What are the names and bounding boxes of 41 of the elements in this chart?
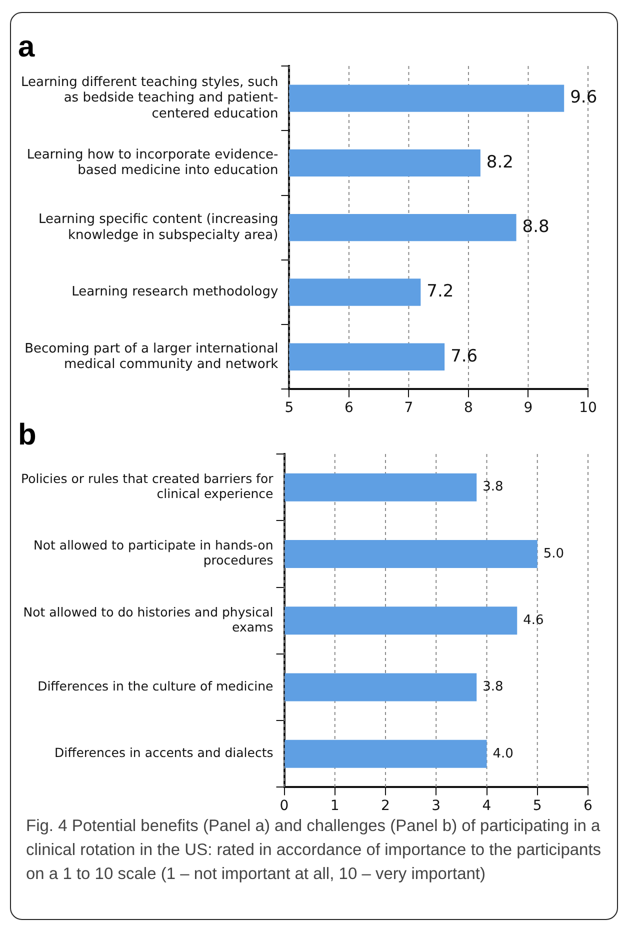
y-tick-label: Not allowed to participate in hands-on procedures	[34, 538, 274, 568]
text: b	[18, 418, 36, 452]
y-tick-label: Differences in accents and dialects	[54, 745, 274, 760]
data-label: 7.6	[450, 346, 478, 366]
y-tick-label: Learning how to incorporate evidence-based medicine into education	[26, 148, 279, 178]
data-label: 4.6	[523, 612, 544, 628]
data-label: 3.8	[482, 680, 504, 695]
y-tick-label: Not allowed to do histories and physical exams	[23, 604, 274, 634]
data-label: 8.8	[522, 217, 550, 238]
x-tick-label: 4	[482, 798, 492, 814]
y-tick-label: Differences in the culture of medicine	[38, 678, 274, 694]
bar	[284, 673, 477, 702]
x-tick-label: 0	[280, 798, 289, 814]
y-tick-label: Learning research methodology	[72, 284, 278, 300]
bar	[284, 473, 477, 502]
bar	[284, 606, 518, 635]
y-tick-label: Policies or rules that created barriers for clinical experience	[20, 471, 274, 502]
data-label: 8.2	[486, 152, 514, 172]
x-tick-label: 10	[579, 400, 597, 416]
x-tick-label: 8	[464, 400, 473, 416]
data-label: 4.0	[492, 746, 514, 762]
data-label: 7.2	[426, 282, 454, 302]
x-tick-label: 6	[344, 400, 354, 416]
data-label: 5.0	[543, 546, 564, 562]
y-tick-label: Learning specific content (increasing knowledge in subspecialty area)	[38, 212, 278, 243]
x-tick-label: 9	[524, 400, 533, 416]
data-label: 9.6	[570, 88, 598, 108]
caption: Fig. 4 Potential benefits (Panel a) and challenges (Panel b) of participating in a clinical rotation in the US: rated in accordance of importance to the participants on a 1 to 10 scale (1 – not important at all, 10 – very important)	[26, 816, 602, 885]
bar	[284, 740, 487, 768]
x-tick-label: 3	[432, 798, 441, 814]
x-tick-label: 5	[284, 400, 294, 416]
bar	[284, 540, 538, 568]
data-label: 3.8	[482, 480, 504, 495]
x-tick-label: 6	[584, 798, 593, 814]
x-tick-label: 5	[532, 798, 542, 814]
text: a	[18, 30, 35, 64]
y-tick-label: Becoming part of a larger international medical community and network	[24, 341, 279, 372]
y-tick-label: Learning different teaching styles, such as bedside teaching and patient-centered education	[20, 75, 279, 122]
x-tick-label: 2	[381, 798, 390, 814]
x-tick-label: 7	[404, 400, 414, 416]
x-tick-label: 1	[330, 798, 340, 814]
